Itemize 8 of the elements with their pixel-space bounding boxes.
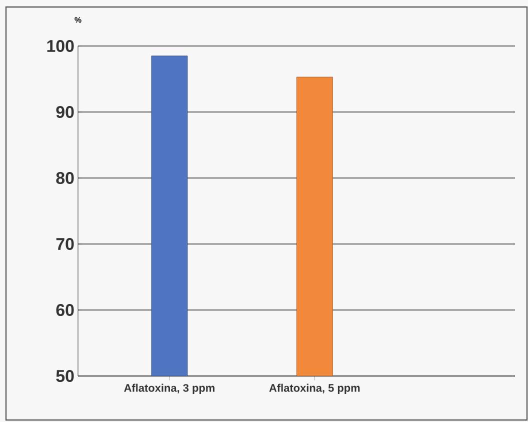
y-tick-label: 80 <box>56 172 74 184</box>
y-tick-label: 100 <box>47 40 74 52</box>
x-tick-label: Aflatoxina, 5 ppm <box>269 384 360 394</box>
y-tick-label: 90 <box>56 106 74 118</box>
y-tick-label: 70 <box>56 238 74 250</box>
y-tick-label: 50 <box>56 370 74 382</box>
y-tick-label: 60 <box>56 304 74 316</box>
x-tick-label: Aflatoxina, 3 ppm <box>124 384 214 394</box>
